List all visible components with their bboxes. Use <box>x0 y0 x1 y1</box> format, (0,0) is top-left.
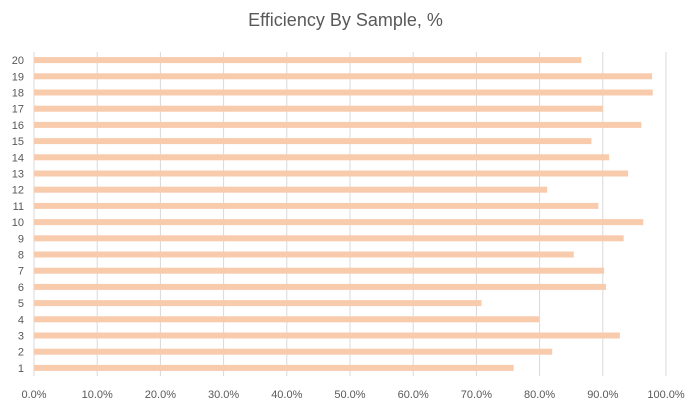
bar-sample-4 <box>34 316 539 323</box>
x-axis-tick-labels: 0.0% 10.0% 20.0% 30.0% 40.0% 50.0% 60.0% 70.0% 8… <box>21 389 684 401</box>
grid-lines <box>33 52 667 376</box>
y-tick-label: 12 <box>12 185 24 197</box>
y-tick-label: 8 <box>18 250 24 262</box>
bar-sample-16 <box>34 121 642 128</box>
y-tick-label: 11 <box>13 201 24 213</box>
y-tick-label: 14 <box>12 152 24 164</box>
bar-sample-19 <box>34 73 653 80</box>
y-tick-label: 19 <box>12 71 24 83</box>
y-tick-label: 4 <box>18 314 24 326</box>
y-tick-label: 20 <box>12 55 24 67</box>
y-tick-label: 9 <box>18 233 24 245</box>
x-tick-label: 20.0% <box>145 389 176 401</box>
y-tick-label: 10 <box>12 217 24 229</box>
x-tick-label: 60.0% <box>398 389 429 401</box>
y-tick-label: 13 <box>12 169 24 181</box>
bar-sample-11 <box>34 202 599 209</box>
bar-sample-7 <box>34 267 605 274</box>
bar-sample-13 <box>34 170 629 177</box>
bar-sample-14 <box>34 154 610 161</box>
x-tick-label: 80.0% <box>524 389 555 401</box>
bar-sample-18 <box>34 89 653 96</box>
bar-sample-3 <box>34 332 620 339</box>
x-tick-label: 50.0% <box>334 389 365 401</box>
y-tick-label: 16 <box>12 120 24 132</box>
y-tick-label: 5 <box>18 298 24 310</box>
bar-sample-2 <box>34 348 553 355</box>
bar-sample-8 <box>34 251 574 258</box>
y-tick-label: 17 <box>12 104 24 116</box>
bar-sample-1 <box>34 364 514 371</box>
x-tick-label: 70.0% <box>461 389 492 401</box>
bar-sample-15 <box>34 138 592 145</box>
x-tick-label: 90.0% <box>587 389 618 401</box>
y-tick-label: 18 <box>12 88 24 100</box>
bar-sample-9 <box>34 235 624 242</box>
bar-sample-10 <box>34 219 644 226</box>
y-tick-label: 2 <box>18 347 24 359</box>
bar-sample-6 <box>34 283 606 290</box>
bar-sample-5 <box>34 300 482 307</box>
x-tick-label: 30.0% <box>208 389 239 401</box>
y-tick-label: 7 <box>18 266 24 278</box>
bar-sample-17 <box>34 105 603 112</box>
y-tick-label: 1 <box>18 363 24 375</box>
y-tick-label: 3 <box>18 331 24 343</box>
x-tick-label: 100.0% <box>647 389 685 401</box>
bar-sample-12 <box>34 186 548 193</box>
chart-title: Efficiency By Sample, % <box>248 10 443 30</box>
bars <box>34 57 653 371</box>
x-tick-label: 0.0% <box>21 389 46 401</box>
y-tick-label: 6 <box>18 282 24 294</box>
y-tick-label: 15 <box>12 136 24 148</box>
x-tick-label: 10.0% <box>82 389 113 401</box>
x-tick-label: 40.0% <box>271 389 302 401</box>
bar-sample-20 <box>34 57 582 64</box>
